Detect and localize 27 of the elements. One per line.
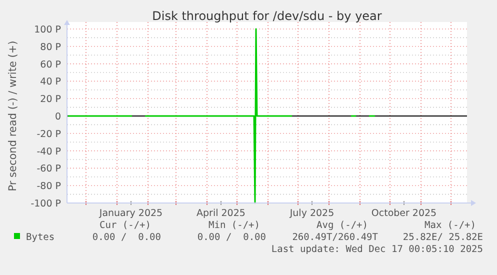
y-tick-label: -60 P [36, 164, 62, 175]
y-tick-label: 0 [54, 112, 61, 122]
chart-title: Disk throughput for /dev/sdu - by year [152, 9, 382, 23]
x-tick-label: January 2025 [98, 208, 163, 219]
text: 0.00 / 0.00 [197, 232, 266, 243]
text: 260.49T/260.49T [292, 232, 378, 243]
text: 0.00 / 0.00 [92, 232, 162, 243]
y-tick-label: 60 P [40, 59, 62, 70]
y-tick-label: 20 P [40, 94, 62, 106]
text: 25.82E/ 25.82E [402, 232, 484, 243]
y-axis-title: Pr second read (-) / write (+) [7, 40, 19, 192]
y-tick-label: -20 P [36, 128, 62, 140]
y-tick-label: 100 P [34, 24, 62, 36]
text: Max (-/+) [424, 220, 476, 231]
y-tick-label: -100 P [30, 198, 62, 210]
x-tick-label: April 2025 [196, 208, 246, 219]
legend-label: Bytes [26, 232, 55, 243]
text: Last update: Wed Dec 17 00:05:10 2025 [271, 244, 483, 255]
text: Avg (-/+) [316, 220, 368, 231]
text: Min (-/+) [208, 220, 260, 231]
y-tick-label: -80 P [36, 181, 62, 192]
text: Cur (-/+) [100, 220, 151, 231]
x-tick-label: July 2025 [288, 208, 334, 219]
y-tick-label: 40 P [40, 76, 62, 88]
x-tick-label: October 2025 [371, 208, 437, 219]
y-tick-label: -40 P [36, 146, 62, 158]
y-tick-label: 80 P [40, 42, 62, 53]
